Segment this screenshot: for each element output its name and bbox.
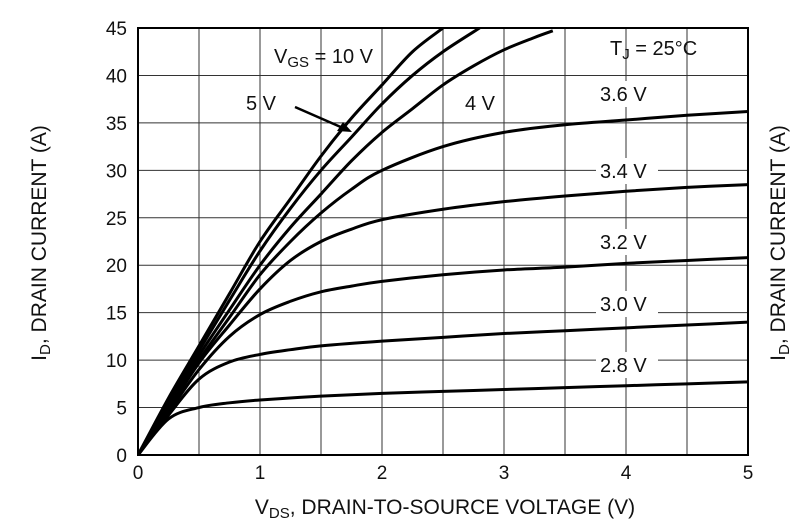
y-tick-label: 25 [106, 209, 127, 230]
x-tick-labels: 0 1 2 3 4 5 [133, 463, 754, 484]
y-axis-title-left: ID, DRAIN CURRENT (A) [28, 125, 54, 361]
y-tick-label: 5 [116, 399, 127, 420]
x-axis-title: VDS, DRAIN-TO-SOURCE VOLTAGE (V) [255, 496, 635, 522]
series-label-bg-3 [596, 81, 658, 107]
y-tick-labels: 0 5 10 15 20 25 30 35 40 45 [106, 19, 127, 467]
series-line-5 [138, 256, 748, 455]
x-tick-label: 3 [499, 463, 510, 484]
series-line-1 [138, 28, 481, 455]
y-tick-label: 0 [116, 446, 127, 467]
curve-labels: VGS = 10 V 5 V 4 V 3.6 V 3.4 V 3.2 V 3.0 V 2.8 … [246, 46, 658, 378]
series-line-3 [138, 110, 748, 455]
series-label-bg-6 [596, 291, 658, 317]
x-tick-label: 2 [377, 463, 388, 484]
y-tick-label: 20 [106, 256, 127, 277]
series-line-7 [138, 380, 748, 455]
series-label-6: 3.0 V [600, 294, 647, 316]
junction-temperature-label: TJ = 25°C [610, 38, 697, 63]
series-line-4 [138, 183, 748, 455]
x-tick-label: 5 [743, 463, 754, 484]
series-line-6 [138, 320, 748, 455]
series-line-2 [138, 29, 554, 455]
series-label-1: 5 V [246, 93, 277, 115]
y-tick-label: 10 [106, 351, 127, 372]
plot-frame [137, 27, 749, 456]
series-line-0 [138, 28, 446, 455]
curves [138, 28, 748, 455]
y-tick-label: 30 [106, 161, 127, 182]
series-label-0: VGS = 10 V [274, 46, 374, 71]
series-label-5: 3.2 V [600, 232, 647, 254]
x-tick-label: 1 [255, 463, 266, 484]
series-label-bg-5 [596, 229, 658, 255]
x-tick-label: 0 [133, 463, 144, 484]
series-label-7: 2.8 V [600, 355, 647, 377]
x-tick-label: 4 [621, 463, 632, 484]
series-label-3: 3.6 V [600, 84, 647, 106]
y-tick-label: 35 [106, 114, 127, 135]
y-tick-label: 45 [106, 19, 127, 40]
y-axis-title-right: ID, DRAIN CURRENT (A) [767, 125, 793, 361]
y-tick-label: 40 [106, 66, 127, 87]
y-tick-label: 15 [106, 304, 127, 325]
label-arrow-head [337, 122, 352, 132]
series-label-4: 3.4 V [600, 161, 647, 183]
series-label-bg-7 [596, 352, 658, 378]
series-label-2: 4 V [465, 93, 496, 115]
series-label-bg-4 [596, 158, 658, 184]
label-arrow-line [294, 105, 344, 130]
